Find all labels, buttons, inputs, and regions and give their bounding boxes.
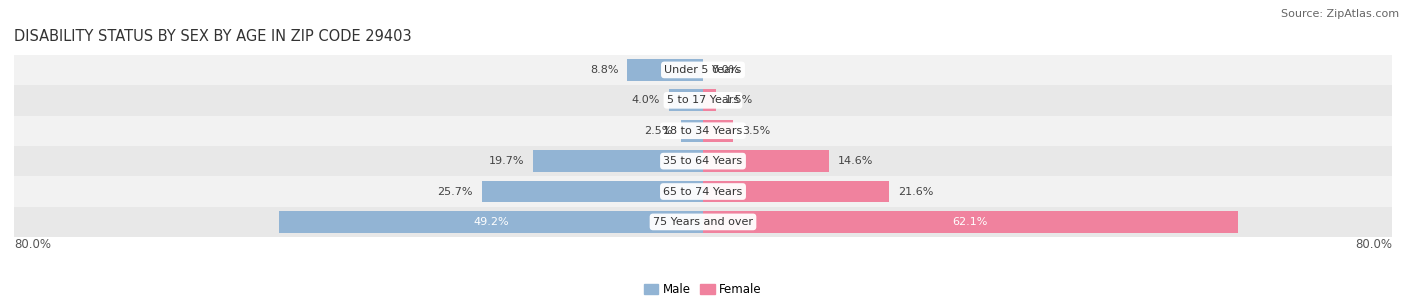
Bar [14,176,1392,207]
Text: 3.5%: 3.5% [742,126,770,136]
Bar [280,211,703,233]
Bar [533,150,703,172]
Bar [703,150,828,172]
Bar [682,120,703,142]
Text: 8.8%: 8.8% [591,65,619,75]
Bar [14,85,1392,116]
Text: 80.0%: 80.0% [14,238,51,251]
Text: 62.1%: 62.1% [953,217,988,227]
Text: 25.7%: 25.7% [437,187,472,196]
Text: 5 to 17 Years: 5 to 17 Years [666,95,740,105]
Text: 49.2%: 49.2% [474,217,509,227]
Bar [14,207,1392,237]
Bar [703,181,889,202]
Bar [703,120,733,142]
Bar [482,181,703,202]
Bar [14,116,1392,146]
Text: 2.5%: 2.5% [644,126,673,136]
Text: 14.6%: 14.6% [838,156,873,166]
Bar [627,59,703,81]
Legend: Male, Female: Male, Female [640,278,766,301]
Text: 75 Years and over: 75 Years and over [652,217,754,227]
Text: Under 5 Years: Under 5 Years [665,65,741,75]
Bar [703,211,1237,233]
Text: DISABILITY STATUS BY SEX BY AGE IN ZIP CODE 29403: DISABILITY STATUS BY SEX BY AGE IN ZIP C… [14,29,412,44]
Bar [703,89,716,111]
Text: 0.0%: 0.0% [711,65,740,75]
Text: 35 to 64 Years: 35 to 64 Years [664,156,742,166]
Text: 1.5%: 1.5% [724,95,752,105]
Text: 65 to 74 Years: 65 to 74 Years [664,187,742,196]
Text: 18 to 34 Years: 18 to 34 Years [664,126,742,136]
Text: 19.7%: 19.7% [489,156,524,166]
Bar [14,146,1392,176]
Text: 80.0%: 80.0% [1355,238,1392,251]
Text: 21.6%: 21.6% [897,187,934,196]
Bar [14,55,1392,85]
Text: 4.0%: 4.0% [631,95,659,105]
Text: Source: ZipAtlas.com: Source: ZipAtlas.com [1281,9,1399,19]
Bar [669,89,703,111]
